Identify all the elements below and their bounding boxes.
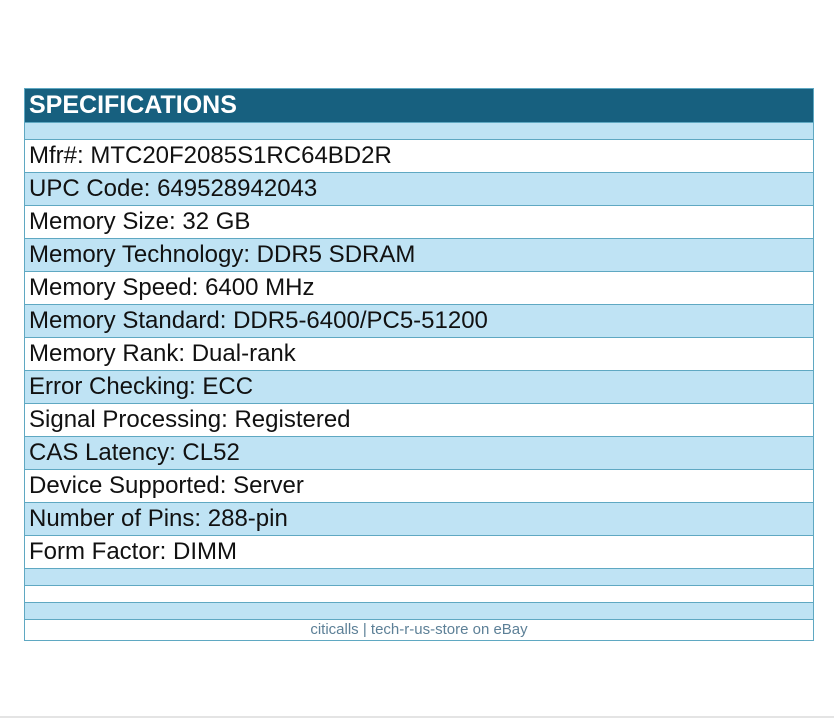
spec-row-device-supported: Device Supported: Server [25, 469, 813, 502]
spec-value: CL52 [182, 439, 240, 466]
spec-row-memory-size: Memory Size: 32 GB [25, 205, 813, 238]
spec-label: Error Checking: [29, 373, 196, 400]
spec-value: ECC [202, 373, 254, 400]
spec-value: MTC20F2085S1RC64BD2R [90, 142, 392, 169]
spec-label: Signal Processing: [29, 406, 228, 433]
spec-label: Memory Size: [29, 208, 176, 235]
spec-label: Form Factor: [29, 538, 167, 565]
spec-row-memory-technology: Memory Technology: DDR5 SDRAM [25, 238, 813, 271]
spec-label: CAS Latency: [29, 439, 176, 466]
spec-value: DIMM [173, 538, 237, 565]
spacer-row [25, 585, 813, 602]
spec-value: DDR5-6400/PC5-51200 [233, 307, 488, 334]
spec-value: DDR5 SDRAM [256, 241, 416, 268]
spacer-row-top [25, 122, 813, 139]
spec-label: Number of Pins: [29, 505, 202, 532]
spec-value: 649528942043 [157, 175, 318, 202]
spec-value: Dual-rank [191, 340, 296, 367]
spec-value: 6400 MHz [205, 274, 315, 301]
spec-row-memory-rank: Memory Rank: Dual-rank [25, 337, 813, 370]
specifications-table: SPECIFICATIONS Mfr#: MTC20F2085S1RC64BD2… [24, 88, 814, 641]
spec-row-error-checking: Error Checking: ECC [25, 370, 813, 403]
spec-label: Memory Technology: [29, 241, 250, 268]
page-divider [0, 716, 834, 718]
spec-row-memory-speed: Memory Speed: 6400 MHz [25, 271, 813, 304]
spec-label: UPC Code: [29, 175, 151, 202]
spec-row-mfr: Mfr#: MTC20F2085S1RC64BD2R [25, 139, 813, 172]
spec-label: Memory Rank: [29, 340, 186, 367]
spacer-row [25, 568, 813, 585]
spec-value: 288-pin [207, 505, 288, 532]
spec-row-number-of-pins: Number of Pins: 288-pin [25, 502, 813, 535]
spec-label: Memory Standard: [29, 307, 227, 334]
spec-label: Mfr#: [29, 142, 84, 169]
specifications-header: SPECIFICATIONS [25, 89, 813, 122]
spec-value: 32 GB [182, 208, 251, 235]
spacer-row [25, 602, 813, 619]
spec-value: Registered [234, 406, 351, 433]
spec-row-form-factor: Form Factor: DIMM [25, 535, 813, 568]
spec-row-cas-latency: CAS Latency: CL52 [25, 436, 813, 469]
store-footer: citicalls | tech-r-us-store on eBay [25, 619, 813, 640]
spec-label: Device Supported: [29, 472, 227, 499]
spec-label: Memory Speed: [29, 274, 199, 301]
spec-row-upc: UPC Code: 649528942043 [25, 172, 813, 205]
spec-value: Server [233, 472, 304, 499]
spec-row-signal-processing: Signal Processing: Registered [25, 403, 813, 436]
spec-row-memory-standard: Memory Standard: DDR5-6400/PC5-51200 [25, 304, 813, 337]
